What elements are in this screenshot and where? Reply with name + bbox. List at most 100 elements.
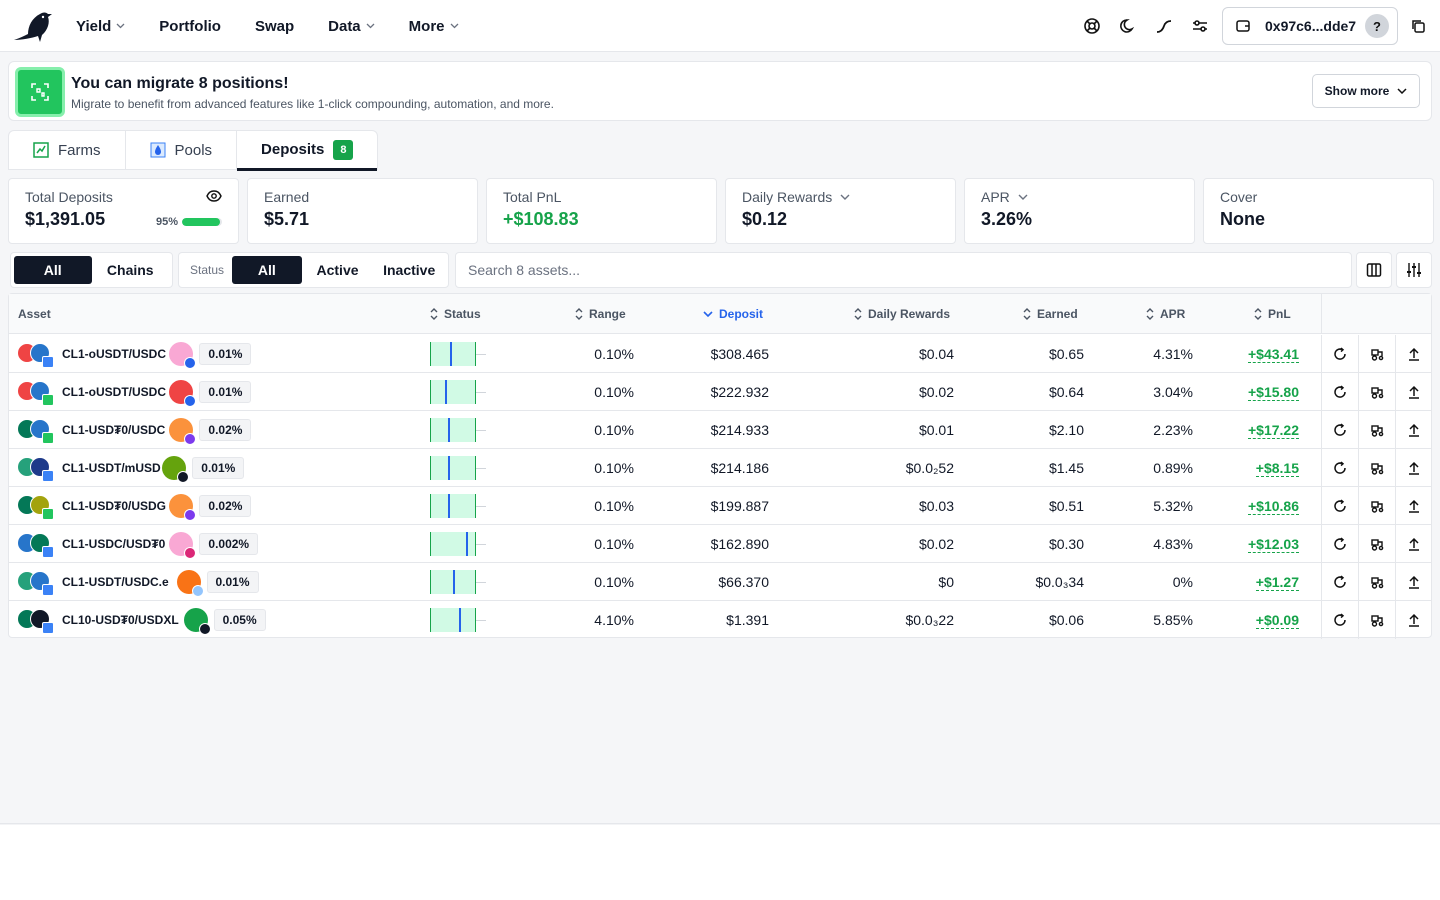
fee-tier-badge: 0.01% [199,343,252,365]
pnl-value[interactable]: +$0.09 [1255,611,1299,629]
nav-item-more[interactable]: More [409,18,459,35]
tab-deposits[interactable]: Deposits 8 [237,131,378,171]
wallet-button[interactable]: 0x97c6...dde7 ? [1222,7,1398,45]
nav-item-yield[interactable]: Yield [76,18,125,35]
asset-name[interactable]: CL10-USD₮0/USDXL [62,613,179,627]
compound-button[interactable] [1321,487,1358,525]
column-range[interactable]: Range [575,294,626,334]
scope-toggle: All Chains [10,252,173,288]
table-row[interactable]: CL1-USDT/mUSD 0.01% 0.10% $214.186 $0.0₂… [9,449,1431,487]
columns-layout-button[interactable] [1356,252,1392,288]
tractor-button[interactable] [1358,563,1395,601]
cover-value: None [1220,209,1265,229]
show-more-button[interactable]: Show more [1312,74,1420,108]
pnl-value[interactable]: +$10.86 [1248,497,1299,515]
apr-card[interactable]: APR 3.26% [964,178,1195,244]
tractor-button[interactable] [1358,487,1395,525]
apr-value: 5.32% [1153,498,1193,514]
moon-icon[interactable] [1116,14,1140,38]
column-pnl[interactable]: PnL [1254,294,1291,334]
withdraw-upload-button[interactable] [1395,411,1432,449]
tab-farms[interactable]: Farms [9,131,126,169]
range-band [430,380,476,404]
withdraw-upload-button[interactable] [1395,525,1432,563]
daily-rewards-card[interactable]: Daily Rewards $0.12 [725,178,956,244]
scope-all-button[interactable]: All [14,256,92,284]
search-input[interactable] [455,252,1352,288]
asset-name[interactable]: CL1-USDT/mUSD [62,461,161,475]
compound-button[interactable] [1321,563,1358,601]
pnl-value[interactable]: +$8.15 [1255,459,1299,477]
position-tabs: Farms Pools Deposits 8 [8,130,379,171]
withdraw-upload-button[interactable] [1395,601,1432,639]
withdraw-upload-button[interactable] [1395,487,1432,525]
table-row[interactable]: CL1-USDC/USD₮0 0.002% 0.10% $162.890 $0.… [9,525,1431,563]
help-button[interactable]: ? [1365,14,1389,38]
tractor-button[interactable] [1358,335,1395,373]
column-daily-rewards[interactable]: Daily Rewards [854,294,950,334]
compound-button[interactable] [1321,449,1358,487]
copy-icon[interactable] [1403,11,1433,41]
table-row[interactable]: CL1-oUSDT/USDC 0.01% 0.10% $308.465 $0.0… [9,335,1431,373]
nav-item-data[interactable]: Data [328,18,375,35]
asset-name[interactable]: CL1-USD₮0/USDC [62,423,166,437]
tab-farms-label: Farms [58,141,101,159]
table-row[interactable]: CL1-USD₮0/USDC 0.02% 0.10% $214.933 $0.0… [9,411,1431,449]
tractor-button[interactable] [1358,449,1395,487]
withdraw-upload-button[interactable] [1395,335,1432,373]
asset-name[interactable]: CL1-oUSDT/USDC [62,385,166,399]
bird-logo-icon[interactable] [10,8,54,44]
asset-name[interactable]: CL1-USDT/USDC.e [62,575,169,589]
pnl-value[interactable]: +$15.80 [1248,383,1299,401]
column-earned[interactable]: Earned [1023,294,1078,334]
scope-chains-button[interactable]: Chains [106,262,154,278]
column-status[interactable]: Status [430,294,481,334]
status-active-button[interactable]: Active [316,262,359,278]
column-deposit[interactable]: Deposit [703,294,763,334]
status-all-button[interactable]: All [232,256,302,284]
withdraw-upload-button[interactable] [1395,449,1432,487]
tractor-button[interactable] [1358,601,1395,639]
status-inactive-button[interactable]: Inactive [383,262,436,278]
column-apr[interactable]: APR [1146,294,1185,334]
withdraw-upload-button[interactable] [1395,373,1432,411]
support-icon[interactable] [1080,14,1104,38]
tab-pools[interactable]: Pools [126,131,238,169]
dex-icon [169,380,197,407]
asset-name[interactable]: CL1-oUSDT/USDC [62,347,166,361]
table-row[interactable]: CL10-USD₮0/USDXL 0.05% 4.10% $1.391 $0.0… [9,601,1431,639]
tractor-button[interactable] [1358,411,1395,449]
settings-sliders-icon[interactable] [1188,14,1212,38]
column-range-label: Range [589,307,626,321]
pnl-value[interactable]: +$1.27 [1255,573,1299,591]
column-status-label: Status [444,307,481,321]
table-row[interactable]: CL1-USDT/USDC.e 0.01% 0.10% $66.370 $0 $… [9,563,1431,601]
pnl-value[interactable]: +$12.03 [1248,535,1299,553]
eye-icon[interactable] [206,190,222,202]
table-row[interactable]: CL1-oUSDT/USDC 0.01% 0.10% $222.932 $0.0… [9,373,1431,411]
tractor-button[interactable] [1358,525,1395,563]
withdraw-upload-button[interactable] [1395,563,1432,601]
asset-name[interactable]: CL1-USDC/USD₮0 [62,537,166,551]
pnl-value[interactable]: +$43.41 [1248,345,1299,363]
pnl-value[interactable]: +$17.22 [1248,421,1299,439]
current-price-marker [453,570,455,594]
chart-curve-icon[interactable] [1152,14,1176,38]
filter-settings-button[interactable] [1396,252,1432,288]
tractor-button[interactable] [1358,373,1395,411]
column-asset[interactable]: Asset [18,294,51,334]
nav-item-portfolio[interactable]: Portfolio [159,18,221,35]
nav-item-swap[interactable]: Swap [255,18,294,35]
compound-button[interactable] [1321,411,1358,449]
chain-icon [42,622,54,634]
compound-button[interactable] [1321,525,1358,563]
earned-value: $0.51 [1048,498,1084,514]
nav-item-label: Data [328,17,361,35]
current-price-marker [445,380,447,404]
compound-button[interactable] [1321,373,1358,411]
table-row[interactable]: CL1-USD₮0/USDG 0.02% 0.10% $199.887 $0.0… [9,487,1431,525]
compound-icon [1334,575,1346,588]
compound-button[interactable] [1321,335,1358,373]
asset-name[interactable]: CL1-USD₮0/USDG [62,499,167,513]
compound-button[interactable] [1321,601,1358,639]
